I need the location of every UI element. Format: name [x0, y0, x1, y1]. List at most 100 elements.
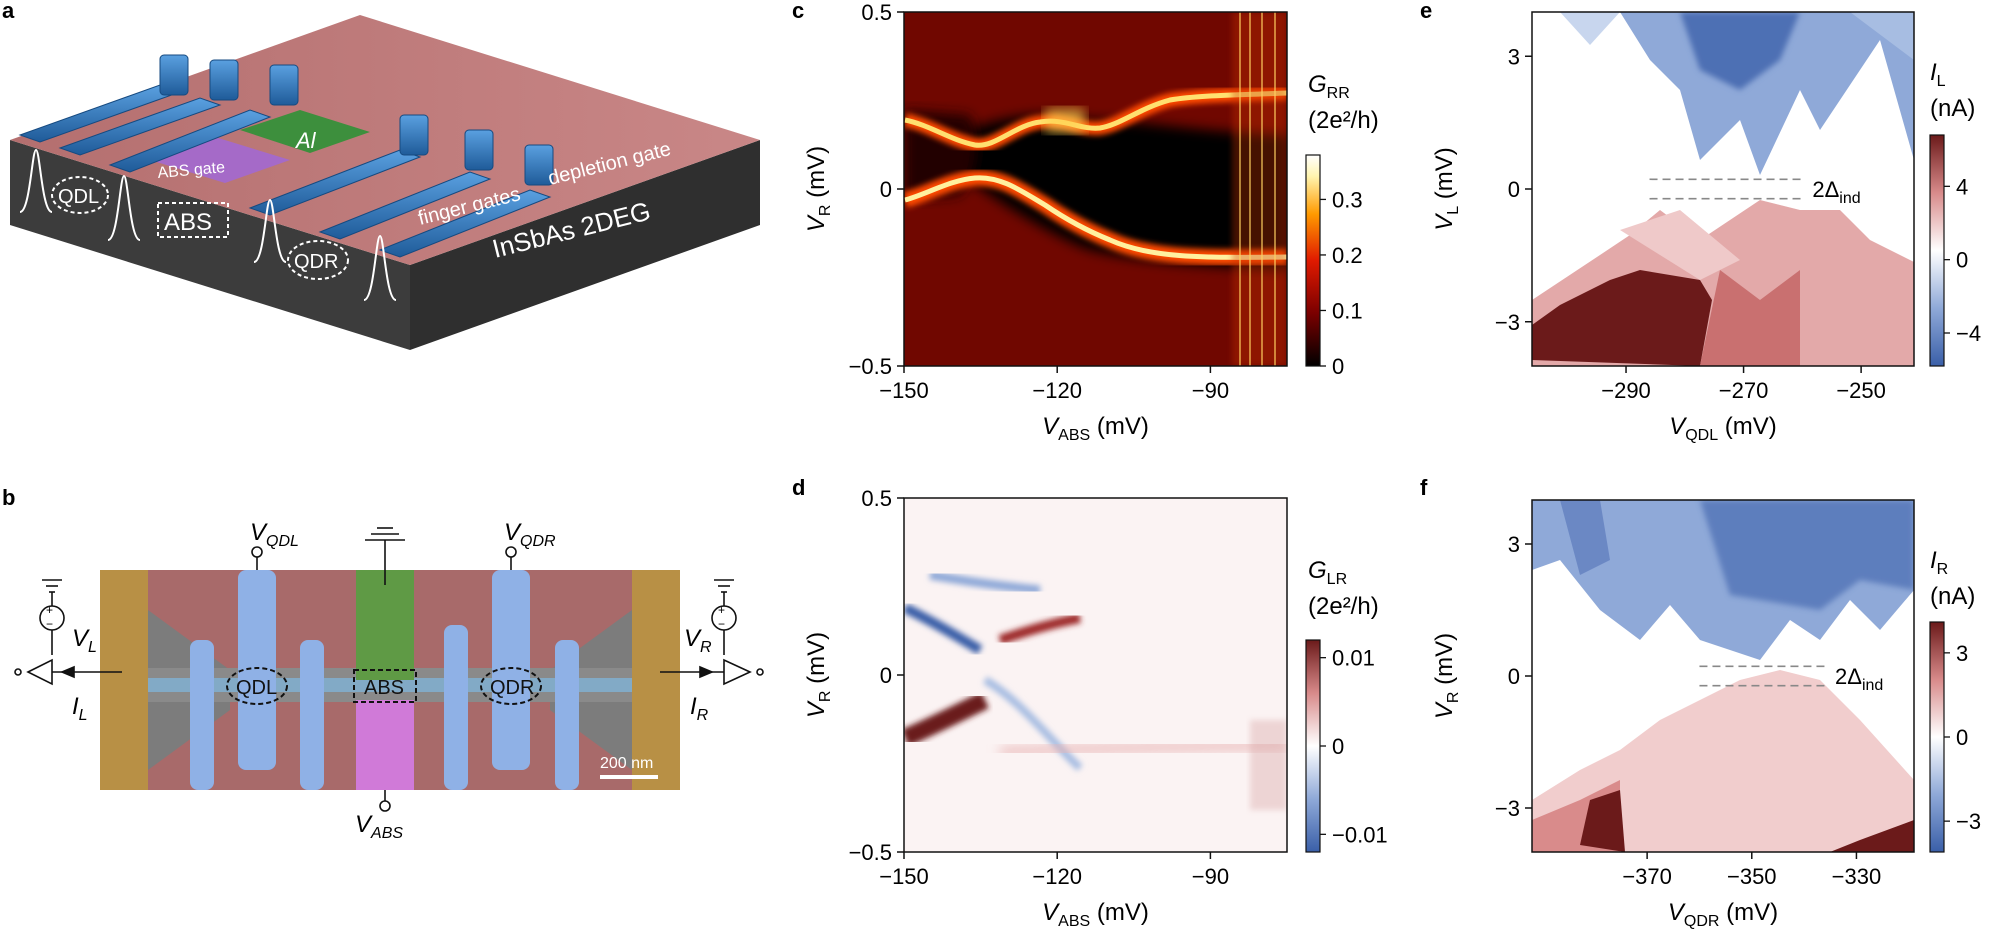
y-tick-label: 0 [880, 663, 892, 688]
colorbar-tick-label: −0.01 [1332, 822, 1388, 847]
al-label: Al [294, 128, 317, 153]
colorbar-tick-label: 3 [1956, 641, 1968, 666]
x-tick-label: −270 [1719, 378, 1769, 403]
i-r-terminal: IR [690, 693, 709, 724]
panel-label-e: e [1420, 0, 1432, 23]
y-tick-label: −0.5 [849, 354, 892, 379]
svg-text:+: + [718, 603, 725, 617]
colorbar-title: GLR [1308, 557, 1347, 588]
qdr-plunger-gate [492, 570, 530, 770]
y-tick-label: −3 [1495, 796, 1520, 821]
x-tick-label: −330 [1832, 864, 1882, 889]
x-axis-label: VQDL (mV) [1669, 413, 1777, 444]
y-axis-label: VR (mV) [1431, 633, 1462, 719]
sem-qdl-label: QDL [236, 677, 277, 699]
x-axis-label: VABS (mV) [1042, 413, 1149, 444]
colorbar-c [1305, 154, 1321, 367]
colorbar-tick-label: 0.01 [1332, 646, 1375, 671]
colorbar-title: IL [1930, 59, 1946, 90]
colorbar-units: (nA) [1930, 95, 1975, 122]
colorbar-title: IR [1930, 547, 1948, 578]
colorbar-f [1929, 621, 1945, 853]
colorbar-tick-label: −4 [1956, 321, 1981, 346]
panel-label-a: a [2, 0, 15, 23]
finger-gates [18, 54, 554, 258]
heatmap-d [904, 498, 1287, 852]
gap-annotation: 2Δind [1812, 177, 1860, 207]
x-axis-label: VQDR (mV) [1668, 899, 1778, 930]
left-circuit [14, 579, 122, 686]
y-tick-label: 0 [880, 177, 892, 202]
al-strip [356, 570, 414, 680]
left-lead [100, 570, 148, 790]
colorbar-tick-label: 0.2 [1332, 243, 1363, 268]
heatmap-e [1532, 12, 1914, 366]
x-tick-label: −150 [879, 378, 929, 403]
right-lead [632, 570, 680, 790]
y-tick-label: 0 [1508, 177, 1520, 202]
svg-text:−: − [718, 617, 725, 631]
colorbar-tick-label: 4 [1956, 174, 1968, 199]
y-tick-label: 3 [1508, 532, 1520, 557]
panel-c: c −150 −120 −90 −0.5 0 0.5 VABS (mV) VR (mV) 0 0… [792, 0, 1379, 444]
colorbar-tick-label: 0 [1332, 734, 1344, 759]
x-tick-label: −150 [879, 864, 929, 889]
svg-text:−: − [46, 617, 53, 631]
y-axis-label: VL (mV) [1431, 147, 1462, 231]
v-qdr-terminal: VQDR [504, 519, 556, 550]
schematic-abs-label: ABS [164, 209, 212, 236]
colorbar-tick-label: 0 [1956, 248, 1968, 273]
schematic-qdr-label: QDR [294, 251, 338, 273]
x-tick-label: −250 [1836, 378, 1886, 403]
substrate-side-face [410, 140, 760, 350]
colorbar-units: (2e²/h) [1308, 107, 1379, 134]
panel-b-sem: b QDL ABS QDR 200 nm [2, 485, 764, 842]
panel-label-b: b [2, 485, 15, 510]
x-tick-label: −370 [1622, 864, 1672, 889]
x-tick-label: −290 [1601, 378, 1651, 403]
panel-a-schematic: a Al ABS gate depletion gate finger gate [2, 0, 760, 350]
panel-label-d: d [792, 475, 805, 500]
x-tick-label: −120 [1032, 864, 1082, 889]
colorbar-tick-label: −3 [1956, 809, 1981, 834]
heatmap-c [904, 12, 1287, 366]
potential-profile [19, 148, 397, 301]
v-abs-terminal: VABS [355, 811, 403, 842]
y-tick-label: 0.5 [861, 486, 892, 511]
colorbar-tick-label: 0.3 [1332, 187, 1363, 212]
colorbar-e [1929, 134, 1945, 367]
y-axis-label: VR (mV) [803, 146, 834, 232]
abs-gate-label: ABS gate [157, 159, 226, 182]
colorbar-d [1305, 639, 1321, 853]
right-circuit [660, 579, 764, 686]
heatmap-f [1532, 500, 1914, 852]
colorbar-tick-label: 0.1 [1332, 298, 1363, 323]
abs-gate [356, 700, 414, 790]
y-tick-label: 0 [1508, 664, 1520, 689]
colorbar-units: (nA) [1930, 583, 1975, 610]
y-tick-label: 3 [1508, 44, 1520, 69]
qdl-plunger-gate [238, 570, 276, 770]
al-block [240, 110, 370, 153]
colorbar-tick-label: 0 [1956, 725, 1968, 750]
y-tick-label: 0.5 [861, 0, 892, 25]
panel-label-c: c [792, 0, 804, 23]
colorbar-units: (2e²/h) [1308, 593, 1379, 620]
gap-annotation: 2Δind [1835, 664, 1883, 694]
schematic-qdl-label: QDL [58, 186, 99, 208]
sem-qdr-label: QDR [490, 677, 534, 699]
y-axis-label: VR (mV) [803, 632, 834, 718]
svg-text:+: + [46, 603, 53, 617]
scale-bar-label: 200 nm [600, 755, 653, 772]
x-tick-label: −90 [1192, 378, 1229, 403]
panel-d: d −150 −120 −90 −0.5 0 0.5 VABS (mV) VR (mV) −0… [792, 475, 1388, 930]
x-tick-label: −90 [1192, 864, 1229, 889]
y-tick-label: −3 [1495, 310, 1520, 335]
panel-label-f: f [1420, 475, 1428, 500]
colorbar-tick-label: 0 [1332, 354, 1344, 379]
sem-abs-label: ABS [364, 677, 404, 699]
substrate-front-face [10, 140, 410, 350]
